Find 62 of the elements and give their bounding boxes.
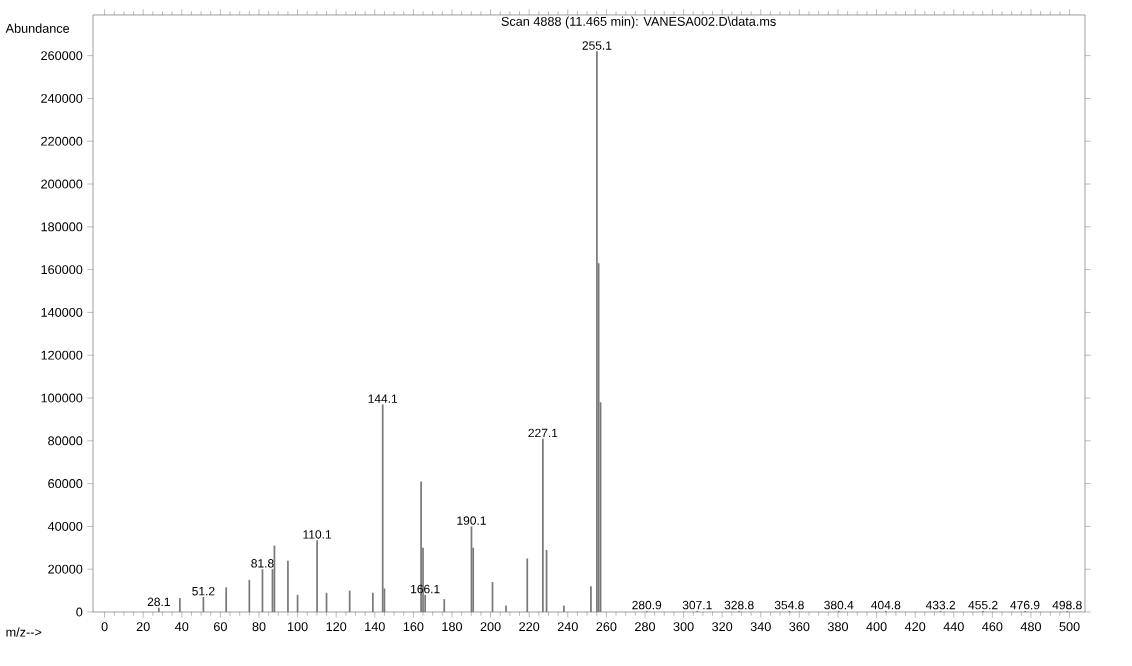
x-tick-label: 300: [673, 622, 694, 632]
y-tick-label: 120000: [41, 350, 83, 360]
x-tick-label: 380: [827, 622, 849, 632]
x-tick-label: 100: [287, 622, 308, 632]
annotation: 190.1: [457, 516, 486, 525]
y-tick-label: 160000: [41, 265, 83, 275]
y-tick-label: 0: [76, 607, 83, 617]
x-tick-label: 80: [252, 622, 266, 632]
annotation: 144.1: [368, 394, 398, 403]
annotation: 81.8: [251, 559, 274, 568]
x-tick-label: 320: [712, 622, 733, 632]
y-tick-label: 20000: [48, 564, 83, 574]
chart-title: Scan 4888 (11.465 min): VANESA002.D\data.ms: [501, 16, 776, 29]
annotation: 476.9: [1010, 600, 1040, 610]
x-tick-label: 140: [365, 622, 385, 632]
annotation: 28.1: [147, 597, 170, 607]
annotation: 307.1: [682, 600, 712, 610]
x-tick-label: 340: [750, 622, 771, 632]
x-tick-label: 460: [982, 622, 1003, 632]
x-tick-label: 0: [101, 622, 108, 632]
x-tick-label: 360: [789, 622, 810, 632]
x-axis-title: m/z-->: [6, 627, 42, 637]
annotation: 51.2: [192, 586, 215, 596]
annotation: 110.1: [303, 530, 332, 539]
x-tick-label: 500: [1059, 622, 1080, 632]
annotation: 404.8: [871, 600, 901, 610]
y-tick-label: 140000: [41, 307, 83, 317]
x-tick-label: 260: [596, 622, 617, 632]
y-tick-label: 80000: [48, 436, 83, 446]
x-tick-label: 400: [866, 622, 887, 632]
annotation: 380.4: [824, 600, 854, 610]
annotation: 166.1: [411, 584, 440, 594]
x-tick-label: 480: [1020, 622, 1042, 632]
annotation: 354.8: [774, 600, 804, 610]
annotation: 255.1: [582, 41, 612, 50]
x-tick-label: 40: [175, 622, 189, 632]
y-tick-label: 100000: [41, 393, 83, 403]
y-tick-label: 180000: [41, 222, 83, 232]
y-tick-label: 60000: [48, 479, 83, 489]
annotation: 227.1: [528, 428, 558, 438]
annotation: 498.8: [1052, 600, 1082, 610]
y-tick-label: 40000: [47, 521, 83, 531]
annotation: 328.8: [724, 600, 754, 610]
x-tick-label: 60: [213, 622, 227, 632]
x-tick-label: 440: [943, 622, 964, 632]
y-axis-title: Abundance: [5, 23, 70, 33]
x-tick-label: 160: [403, 622, 424, 632]
x-tick-label: 420: [904, 622, 926, 632]
y-tick-label: 260000: [41, 51, 83, 61]
x-tick-label: 120: [326, 622, 347, 632]
y-tick-label: 200000: [41, 179, 83, 189]
annotation: 433.2: [925, 600, 956, 610]
x-tick-label: 220: [519, 622, 540, 632]
x-tick-label: 20: [136, 622, 150, 632]
x-tick-label: 200: [480, 622, 501, 632]
y-tick-label: 220000: [41, 136, 83, 146]
x-tick-label: 180: [442, 622, 463, 632]
y-tick-label: 240000: [41, 93, 83, 103]
annotation: 455.2: [968, 600, 998, 610]
x-tick-label: 240: [557, 622, 578, 632]
annotation: 280.9: [632, 600, 662, 610]
x-tick-label: 280: [635, 622, 656, 632]
